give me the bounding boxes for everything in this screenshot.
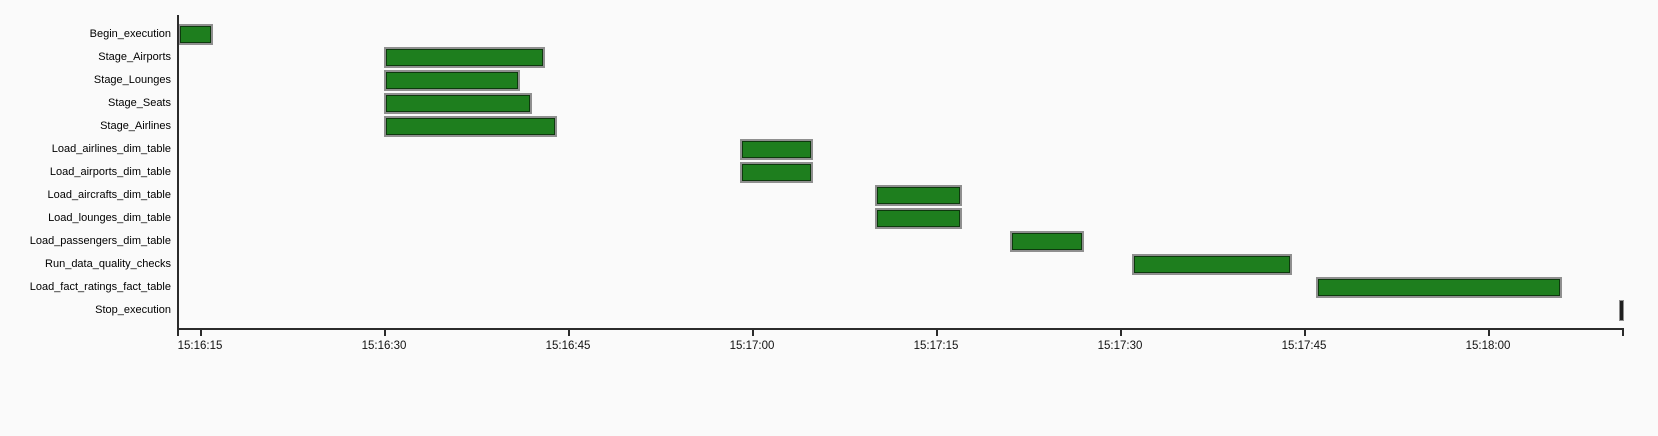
x-axis-end-tick <box>177 328 179 336</box>
x-tick-label: 15:16:15 <box>177 340 223 352</box>
x-tick <box>752 328 754 336</box>
task-label: Begin_execution <box>89 28 171 40</box>
gantt-bar[interactable] <box>384 46 545 68</box>
task-label: Load_aircrafts_dim_table <box>47 188 171 201</box>
task-label: Stop_execution <box>95 303 171 316</box>
gantt-bar[interactable] <box>1009 230 1085 252</box>
task-label: Load_passengers_dim_table <box>29 234 171 247</box>
x-tick <box>936 328 938 336</box>
task-label: Run_data_quality_checks <box>45 257 171 270</box>
task-label: Load_fact_ratings_fact_table <box>29 280 171 293</box>
x-tick-label: 15:16:45 <box>545 340 591 352</box>
x-axis-end-tick <box>1622 328 1624 336</box>
x-tick <box>384 328 386 336</box>
gantt-bar[interactable] <box>874 184 962 206</box>
x-axis-line <box>177 328 1624 330</box>
y-axis-line <box>177 15 179 328</box>
x-tick-label: 15:16:30 <box>361 340 407 352</box>
gantt-bar[interactable] <box>1132 253 1292 275</box>
x-tick <box>1488 328 1490 336</box>
task-label: Stage_Airlines <box>100 119 171 132</box>
gantt-bar[interactable] <box>1316 276 1562 298</box>
x-tick <box>568 328 570 336</box>
x-tick-label: 15:17:00 <box>729 340 775 352</box>
task-label: Load_airlines_dim_table <box>51 142 171 155</box>
x-tick <box>200 328 202 336</box>
x-tick-label: 15:18:00 <box>1465 340 1511 352</box>
gantt-bar[interactable] <box>177 24 214 45</box>
x-tick <box>1120 328 1122 336</box>
x-tick-label: 15:17:15 <box>913 340 959 352</box>
task-label: Load_lounges_dim_table <box>48 211 171 224</box>
gantt-bar[interactable] <box>384 92 533 114</box>
gantt-bar-marker[interactable] <box>1619 299 1625 321</box>
gantt-bar[interactable] <box>739 161 814 183</box>
gantt-bar[interactable] <box>739 138 814 160</box>
x-tick-label: 15:17:30 <box>1097 340 1143 352</box>
x-tick-label: 15:17:45 <box>1281 340 1327 352</box>
task-label: Stage_Lounges <box>93 73 171 86</box>
task-label: Stage_Airports <box>98 50 171 63</box>
x-tick <box>1304 328 1306 336</box>
task-label: Load_airports_dim_table <box>49 165 171 178</box>
gantt-bar[interactable] <box>384 115 557 137</box>
gantt-bar[interactable] <box>384 69 521 91</box>
task-label: Stage_Seats <box>108 96 171 109</box>
gantt-bar[interactable] <box>874 207 962 229</box>
